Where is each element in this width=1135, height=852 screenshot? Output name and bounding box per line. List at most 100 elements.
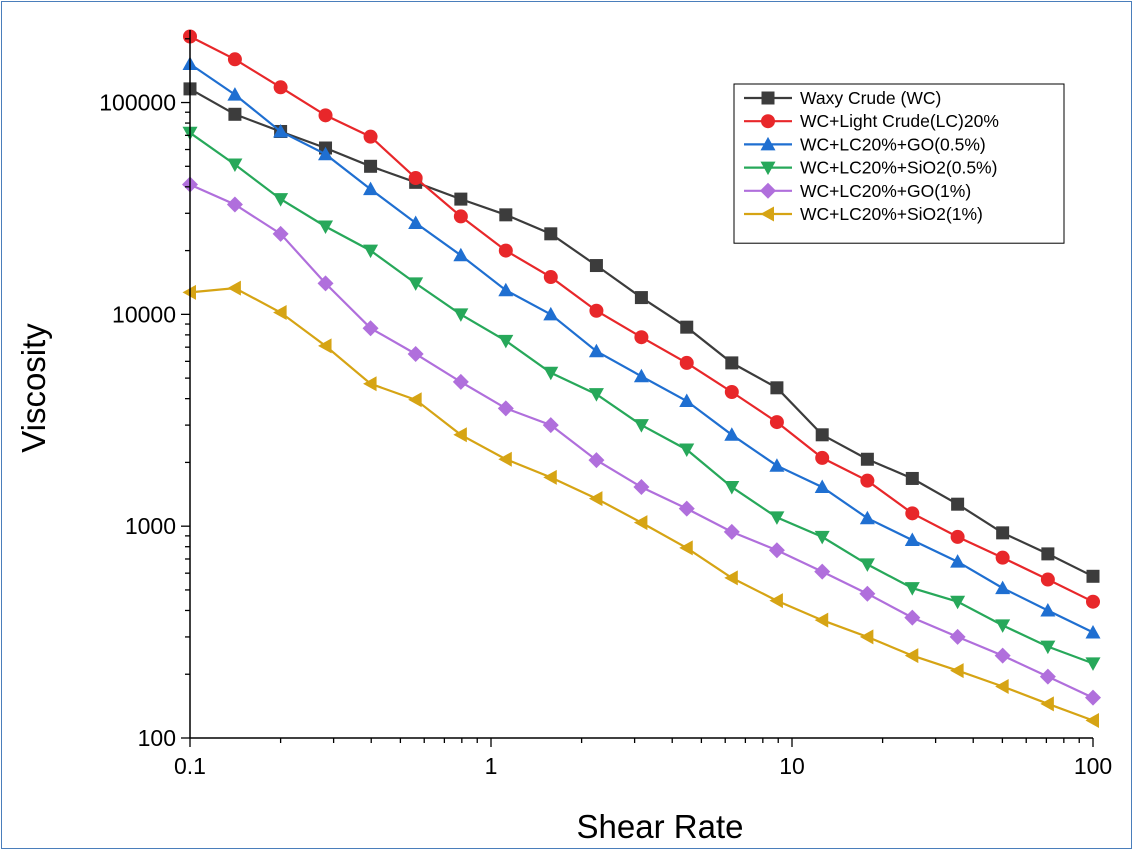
data-point xyxy=(588,452,605,469)
legend-label: WC+LC20%+GO(1%) xyxy=(800,181,971,201)
data-point xyxy=(634,330,649,345)
legend-marker xyxy=(760,206,774,222)
data-point xyxy=(454,192,468,206)
y-tick-label: 100 xyxy=(138,725,176,751)
data-point xyxy=(860,473,875,488)
data-point xyxy=(814,563,831,580)
y-tick-label: 100000 xyxy=(99,90,176,116)
data-point xyxy=(1040,696,1054,712)
data-point xyxy=(498,282,514,297)
data-point xyxy=(1086,594,1100,609)
data-point xyxy=(859,585,876,602)
data-point xyxy=(499,208,513,222)
data-point xyxy=(860,452,874,466)
data-point xyxy=(1085,624,1101,639)
data-point xyxy=(679,355,694,370)
data-point xyxy=(589,259,603,273)
data-point xyxy=(408,171,423,186)
legend-item: Waxy Crude (WC) xyxy=(744,88,941,108)
data-point xyxy=(769,593,783,609)
legend-marker xyxy=(760,182,776,199)
legend-item: WC+LC20%+GO(1%) xyxy=(744,181,971,201)
legend-label: WC+Light Crude(LC)20% xyxy=(800,111,999,131)
legend-label: Waxy Crude (WC) xyxy=(800,88,941,108)
data-point xyxy=(408,277,424,291)
data-point xyxy=(950,595,966,610)
data-point xyxy=(588,343,604,358)
data-point xyxy=(769,458,785,472)
data-point xyxy=(318,338,332,354)
data-point xyxy=(318,146,334,161)
data-point xyxy=(453,247,469,262)
data-point xyxy=(815,428,829,442)
data-point xyxy=(544,227,558,241)
data-point xyxy=(588,388,604,402)
y-tick-label: 10000 xyxy=(112,301,176,327)
data-point xyxy=(1039,668,1056,685)
data-point xyxy=(273,123,289,138)
legend-item: WC+LC20%+SiO2(1%) xyxy=(744,204,983,224)
axes: 0.1 1 10 100 100 1000 10000 100000 xyxy=(99,30,1112,779)
data-point xyxy=(363,129,378,144)
data-point xyxy=(1040,602,1056,617)
x-tick-label: 10 xyxy=(779,753,805,779)
data-point xyxy=(950,554,966,568)
data-point xyxy=(1041,547,1055,561)
data-point xyxy=(633,368,649,383)
data-point xyxy=(950,529,965,544)
legend-marker xyxy=(761,114,775,129)
data-point xyxy=(453,209,468,224)
data-point xyxy=(679,443,695,458)
data-point xyxy=(770,381,784,395)
legend-item: WC+LC20%+SiO2(0.5%) xyxy=(744,158,997,178)
data-point xyxy=(227,158,243,172)
data-point xyxy=(814,530,830,545)
data-point xyxy=(272,225,289,242)
data-point xyxy=(228,107,242,121)
data-point xyxy=(859,558,875,572)
data-point xyxy=(1040,640,1056,655)
data-point xyxy=(724,570,738,586)
data-point xyxy=(995,619,1011,633)
y-tick-label: 1000 xyxy=(125,513,176,539)
data-point xyxy=(723,523,740,540)
legend-item: WC+Light Crude(LC)20% xyxy=(744,111,999,131)
data-point xyxy=(363,181,379,196)
data-point xyxy=(859,629,874,645)
data-point xyxy=(362,320,379,337)
data-point xyxy=(407,345,424,362)
data-point xyxy=(1085,689,1101,706)
data-point xyxy=(1085,657,1101,671)
series-line xyxy=(189,183,1094,699)
data-point xyxy=(498,334,514,349)
data-point xyxy=(226,196,243,213)
data-point xyxy=(995,679,1009,695)
data-point xyxy=(1040,572,1055,587)
data-point xyxy=(589,303,604,318)
data-point xyxy=(678,500,695,517)
data-point xyxy=(542,417,559,434)
series-6 xyxy=(182,280,1099,728)
data-point xyxy=(364,159,378,173)
data-point xyxy=(1086,569,1100,583)
data-point xyxy=(904,582,920,596)
data-point xyxy=(452,373,469,390)
legend-item: WC+LC20%+GO(0.5%) xyxy=(744,134,986,154)
x-tick-label: 100 xyxy=(1074,753,1112,779)
data-point xyxy=(363,376,377,392)
legend-marker xyxy=(760,161,776,176)
series-4 xyxy=(182,126,1101,671)
legend-marker xyxy=(760,136,776,151)
x-tick-label: 0.1 xyxy=(174,753,206,779)
data-point xyxy=(273,193,289,207)
data-point xyxy=(769,511,785,525)
legend-box xyxy=(733,83,1065,244)
data-point xyxy=(996,526,1010,540)
data-point xyxy=(724,384,739,399)
data-point xyxy=(634,291,648,305)
data-point xyxy=(588,491,603,507)
data-point xyxy=(543,306,559,321)
data-point xyxy=(633,419,649,433)
data-point xyxy=(950,663,964,679)
